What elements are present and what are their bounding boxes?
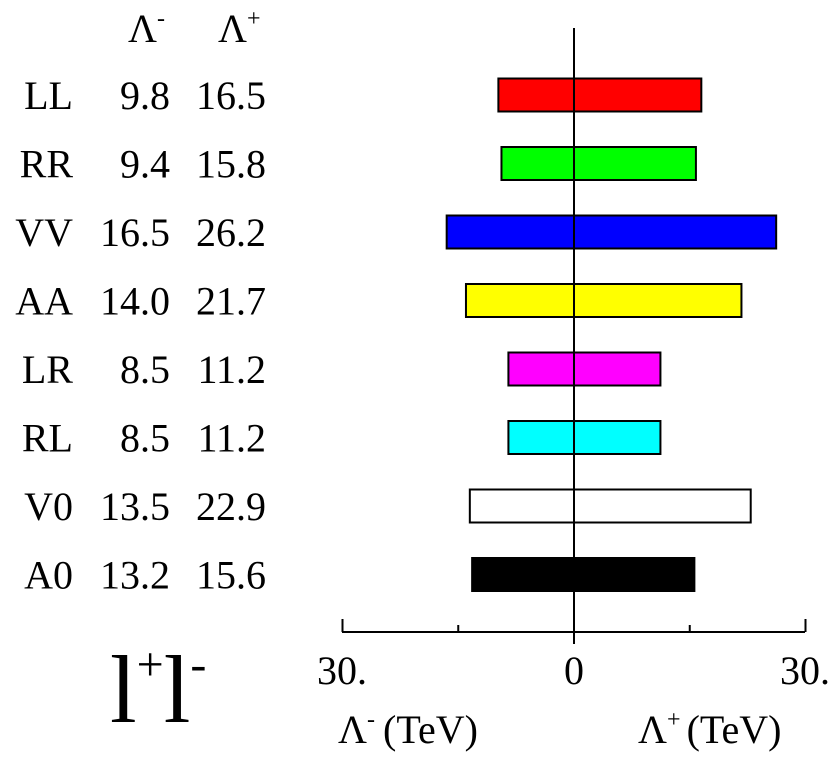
row-label-rl: RL — [22, 416, 73, 461]
x-axis-label-minus: Λ- (TeV) — [338, 707, 478, 752]
bar-a0 — [471, 557, 696, 592]
tick-label-zero: 0 — [564, 648, 584, 693]
lambda-minus-value-lr: 8.5 — [120, 347, 170, 392]
row-label-v0: V0 — [24, 484, 73, 529]
process-label: l+l- — [110, 636, 206, 743]
x-axis-label-plus: Λ+ (TeV) — [638, 707, 781, 752]
lambda-plus-value-a0: 15.6 — [196, 553, 266, 598]
row-label-rr: RR — [20, 142, 74, 187]
bar-ll — [497, 77, 703, 113]
lambda-plus-value-ll: 16.5 — [196, 73, 266, 118]
lambda-minus-value-a0: 13.2 — [100, 553, 170, 598]
bar-rr — [500, 146, 697, 181]
limit-bars — [445, 77, 778, 592]
row-label-lr: LR — [22, 347, 73, 392]
x-axis-tick-marks — [341, 619, 807, 632]
tick-label-left: 30. — [317, 648, 367, 693]
lambda-minus-value-v0: 13.5 — [100, 484, 170, 529]
lambda-plus-header: Λ+ — [218, 6, 261, 51]
tick-label-right: 30. — [780, 648, 830, 693]
bar-vv — [445, 214, 778, 250]
lambda-plus-value-rl: 11.2 — [197, 416, 266, 461]
lambda-minus-value-vv: 16.5 — [100, 210, 170, 255]
lambda-plus-value-rr: 15.8 — [196, 142, 266, 187]
lambda-minus-value-ll: 9.8 — [120, 73, 170, 118]
bar-rl — [507, 420, 662, 455]
lambda-plus-value-vv: 26.2 — [196, 210, 266, 255]
bar-lr — [507, 351, 662, 387]
model-rows: LL 9.8 16.5 RR 9.4 15.8 VV 16.5 26.2 AA 14.0 21.7 LR… — [15, 73, 266, 598]
row-label-vv: VV — [15, 210, 73, 255]
lambda-plus-value-aa: 21.7 — [196, 279, 266, 324]
lambda-minus-header: Λ- — [128, 6, 165, 51]
lambda-plus-value-lr: 11.2 — [197, 347, 266, 392]
x-axis: 30. 0 30. — [317, 619, 830, 693]
lambda-minus-value-aa: 14.0 — [100, 279, 170, 324]
bar-v0 — [468, 488, 752, 524]
row-label-a0: A0 — [24, 553, 73, 598]
bar-aa — [464, 283, 743, 318]
lambda-plus-value-v0: 22.9 — [196, 484, 266, 529]
lambda-minus-value-rr: 9.4 — [120, 142, 170, 187]
lambda-minus-value-rl: 8.5 — [120, 416, 170, 461]
row-label-aa: AA — [15, 279, 73, 324]
row-label-ll: LL — [24, 73, 73, 118]
